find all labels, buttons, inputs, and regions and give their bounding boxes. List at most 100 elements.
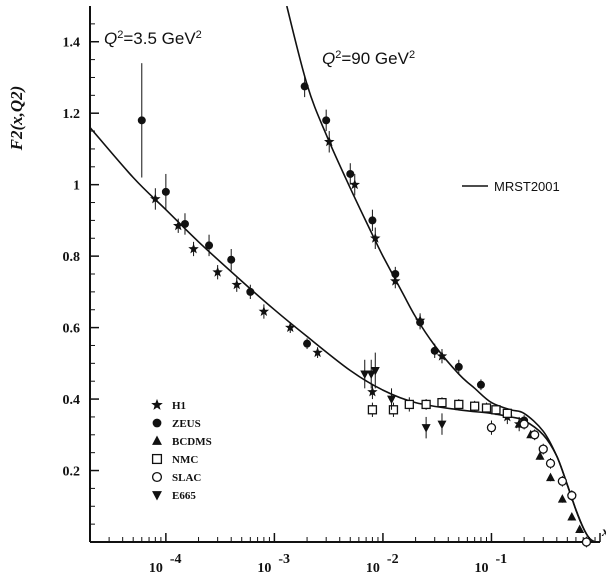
e665-point [360,370,370,380]
h1-point [258,306,270,316]
nmc-point [437,397,447,408]
annotation-part: 2 [335,49,341,61]
nmc-point [388,405,399,415]
zeus-point [205,241,214,250]
h1-point [367,386,378,397]
e665-point [421,424,431,433]
h1-point [231,279,242,290]
slac-point [530,430,540,440]
bcdms-point [535,451,545,460]
legend-e665-label: E665 [172,490,196,502]
e665-point [437,420,447,430]
slac-point [567,490,577,501]
nmc-point [454,399,464,410]
y-tick-label: 0.4 [63,393,81,408]
curves [90,6,596,542]
legend-slac-marker [151,471,163,483]
x-tick-exponent: -2 [387,552,399,567]
zeus-point [391,270,400,278]
h1-point [188,243,199,254]
x-tick-label: 10 [149,561,163,576]
plot-frame [89,6,600,543]
legend: MRST2001 H1 ZEUS BCDMS NMC SLAC E665 [151,179,560,502]
bcdms-point [567,511,577,521]
nmc-point [367,405,378,415]
y-tick-label: 1.4 [63,36,81,51]
legend-h1-label: H1 [172,400,186,412]
axis-ticks: 0.2 0.4 0.6 0.8 1 1.2 1.4 10 -4 10 -3 10 -2 10 -1 x F2(x… [7,23,606,576]
zeus-point [246,287,255,296]
annotation-part: 2 [196,29,202,41]
curve-q2-90 [286,6,596,542]
x-tick-exponent: -3 [278,552,290,567]
y-tick-label: 1.2 [63,107,81,122]
annotation-part: Q [104,29,117,48]
e665-point [366,370,376,380]
y-tick-label: 0.2 [63,465,81,480]
zeus-point [476,380,485,389]
legend-nmc-label: NMC [172,454,198,466]
h1-point [312,347,323,358]
y-axis-label: F2(x,Q2) [7,86,26,152]
zeus-point [303,339,312,348]
nmc-point [404,399,414,410]
x-tick-label: 10 [474,561,488,576]
e665-point [370,366,380,376]
annotation-part: =3.5 GeV [123,29,196,48]
legend-line-label: MRST2001 [494,179,560,194]
zeus-point [300,82,309,91]
zeus-point [454,362,463,371]
h1-point [285,322,296,332]
zeus-point [346,169,355,178]
bcdms-point [575,524,585,533]
nmc-point [470,401,480,411]
zeus-point [227,255,236,264]
nmc-point [481,403,492,413]
zeus-point [322,116,331,125]
nmc-point [421,399,431,410]
legend-bcdms-label: BCDMS [172,436,212,448]
h1-point [324,136,335,147]
slac-point [538,444,548,454]
slac-point [545,458,556,469]
slac-point [581,537,592,547]
annotation-part: 2 [117,29,123,41]
annotation-part: =90 GeV [341,49,409,68]
legend-h1-marker [151,398,163,410]
y-tick-label: 0.8 [63,250,81,265]
h1-point [349,179,360,190]
bcdms-point [557,494,567,503]
x-tick-exponent: -4 [170,552,182,567]
h1-point [370,232,381,243]
q2-annotation-1: Q2=90 GeV2 [322,49,415,68]
data-points [137,63,592,548]
slac-point [557,476,568,486]
zeus-point [161,187,170,196]
zeus-point [368,216,377,225]
legend-e665-marker [152,491,162,501]
e665-point [387,395,397,405]
zeus-point [430,346,439,355]
x-tick-label: 10 [257,561,271,576]
annotation-part: Q [322,49,335,68]
legend-nmc-marker [151,453,163,465]
x-tick-exponent: -1 [495,552,507,567]
zeus-point [137,116,146,125]
nmc-point [491,405,501,415]
y-tick-label: 0.6 [63,322,81,337]
legend-zeus-label: ZEUS [172,418,201,430]
y-tick-label: 1 [73,179,80,194]
slac-point [486,423,497,433]
legend-bcdms-marker [152,435,162,445]
h1-point [212,266,223,277]
annotation-part: 2 [409,49,415,61]
q2-annotation-0: Q2=3.5 GeV2 [104,29,202,48]
h1-point [173,220,184,231]
zeus-point [180,219,189,228]
h1-point [150,193,161,204]
x-axis-label: x [601,525,606,540]
legend-slac-label: SLAC [172,472,201,484]
legend-zeus-marker [152,418,162,428]
